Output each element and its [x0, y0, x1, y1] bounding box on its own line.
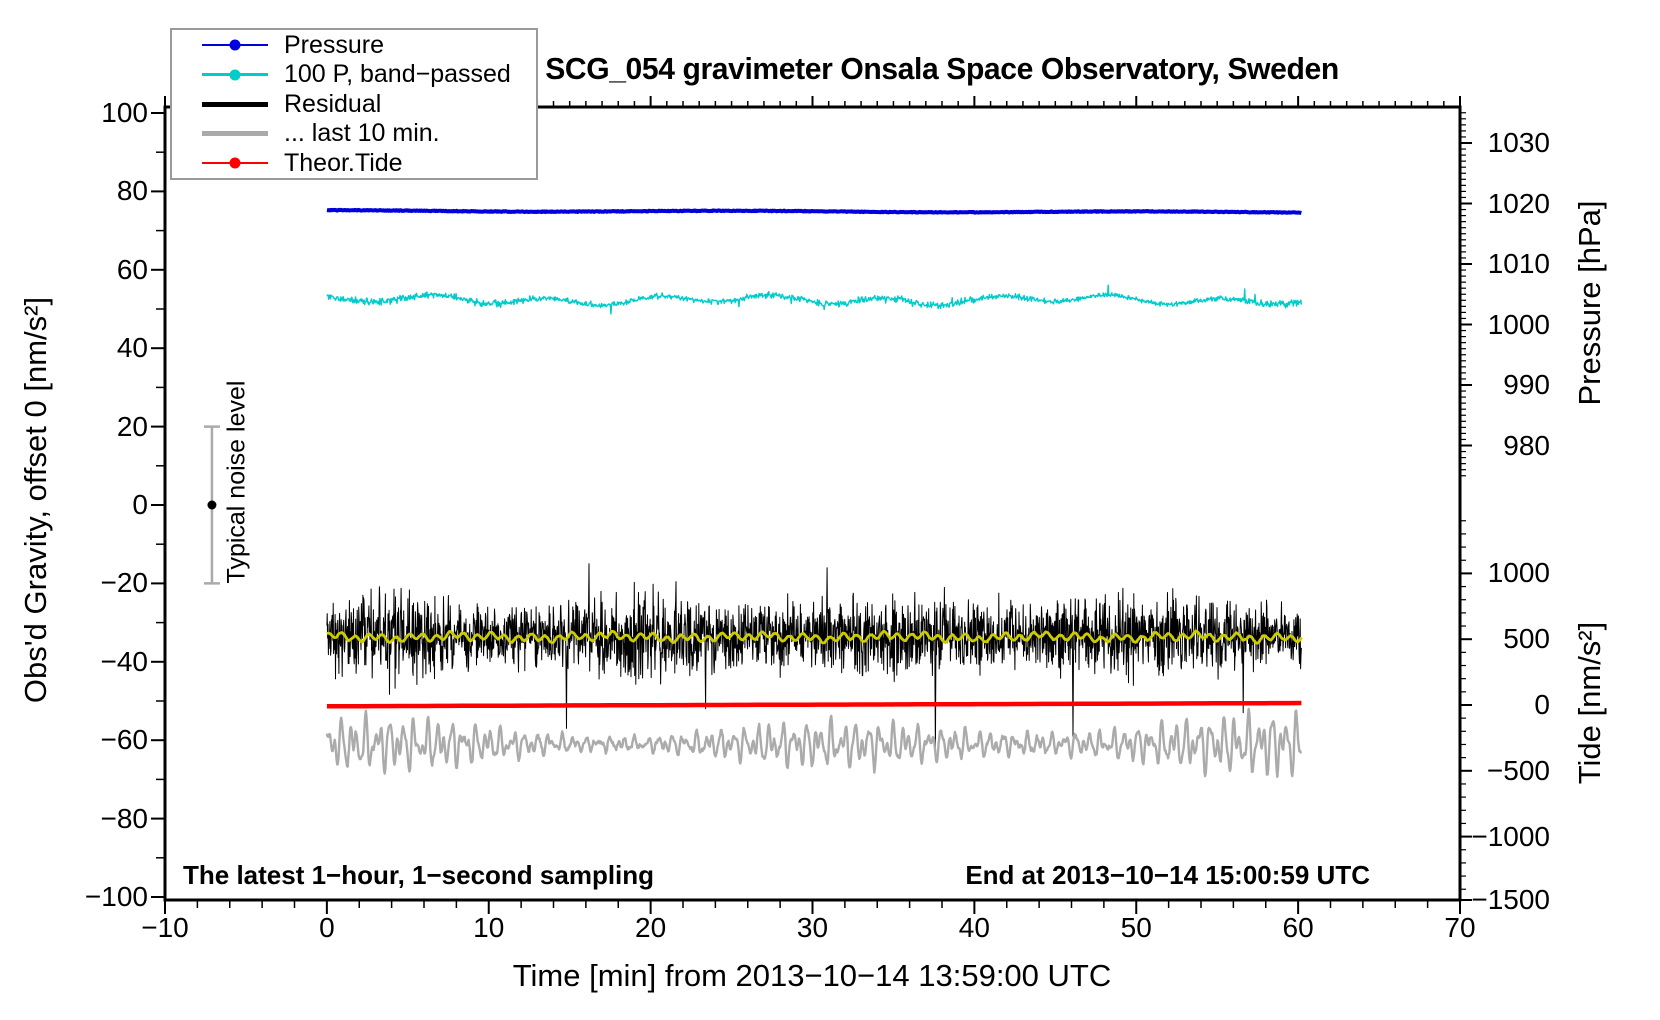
- end-time-note: End at 2013−10−14 15:00:59 UTC: [965, 860, 1370, 890]
- legend-line-sample: [202, 157, 268, 169]
- series-100-p-band-passed: [326, 284, 1303, 315]
- legend-row-1: 100 P, band−passed: [172, 60, 536, 89]
- y-left-tick-label: −100: [84, 881, 148, 912]
- pressure-axis-title: Pressure [hPa]: [1572, 200, 1607, 406]
- legend-item-label: Pressure: [284, 30, 385, 59]
- legend-line-sample: [202, 69, 268, 80]
- legend-row-2: Residual: [172, 90, 536, 119]
- pressure-tick-label: 1030: [1487, 127, 1550, 158]
- x-tick-label: 20: [635, 912, 667, 943]
- pressure-tick-label: 1010: [1487, 248, 1550, 279]
- x-tick-label: 50: [1120, 912, 1152, 943]
- tide-tick-label: 1000: [1487, 557, 1550, 589]
- series-residual-smoothed: [326, 629, 1303, 645]
- tide-tick-label: 0: [1534, 689, 1550, 720]
- legend-row-0: Pressure: [172, 31, 536, 60]
- x-axis-title: Time [min] from 2013−10−14 13:59:00 UTC: [512, 958, 1112, 993]
- series-group: [325, 207, 1303, 778]
- tide-tick-label: 500: [1503, 623, 1550, 655]
- x-tick-label: 60: [1282, 912, 1314, 943]
- x-tick-label: −10: [141, 912, 189, 943]
- legend-row-4: Theor.Tide: [172, 149, 536, 178]
- y-left-tick-label: 60: [116, 253, 148, 285]
- y-left-tick-label: 80: [116, 175, 148, 207]
- series-pressure: [325, 207, 1303, 215]
- legend-line-sample: [202, 131, 268, 136]
- pressure-tick-label: 1000: [1487, 308, 1550, 340]
- legend-item-label: Theor.Tide: [284, 148, 403, 177]
- noise-bar-dot: [207, 500, 217, 510]
- legend-line: [202, 101, 268, 107]
- noise-level-label: Typical noise level: [222, 380, 251, 584]
- legend-line-sample: [202, 39, 268, 51]
- legend-marker-dot: [229, 39, 241, 51]
- y-left-axis-title: Obs'd Gravity, offset 0 [nm/s²]: [18, 296, 53, 704]
- pressure-tick-label: 990: [1503, 369, 1550, 400]
- y-left-tick-label: 0: [132, 489, 148, 520]
- sampling-note: The latest 1−hour, 1−second sampling: [183, 860, 655, 890]
- series--last-10-min-: [325, 707, 1303, 778]
- legend: Pressure 100 P, band−passed Residual... la…: [170, 28, 538, 180]
- x-tick-label: 30: [796, 912, 829, 943]
- legend-marker-dot: [229, 69, 241, 80]
- y-left-tick-label: 100: [101, 97, 148, 128]
- x-tick-label: 0: [319, 912, 335, 943]
- legend-marker-dot: [229, 157, 241, 169]
- y-left-tick-label: 40: [116, 332, 148, 364]
- y-left-tick-label: −80: [100, 802, 149, 834]
- y-left-tick-label: 20: [116, 410, 148, 442]
- legend-line-sample: [202, 101, 268, 107]
- legend-row-3: ... last 10 min.: [172, 119, 536, 148]
- series-theor-tide: [326, 700, 1302, 709]
- pressure-tick-label: 1020: [1487, 187, 1550, 219]
- legend-line: [202, 131, 268, 136]
- tide-axis-title: Tide [nm/s²]: [1572, 621, 1607, 785]
- y-left-tick-label: −60: [100, 724, 149, 756]
- plot-frame: [163, 105, 1462, 902]
- tide-tick-label: −500: [1486, 754, 1550, 786]
- tide-tick-label: −1000: [1471, 820, 1550, 852]
- y-left-tick-label: −40: [100, 645, 149, 677]
- series-residual: [326, 563, 1302, 749]
- axis-ticks: [151, 96, 1472, 914]
- legend-item-label: ... last 10 min.: [284, 119, 440, 147]
- chart-title: SCG_054 gravimeter Onsala Space Observat…: [545, 51, 1339, 86]
- legend-item-label: 100 P, band−passed: [284, 60, 511, 88]
- x-tick-label: 70: [1444, 912, 1476, 943]
- pressure-tick-label: 980: [1503, 429, 1550, 461]
- tide-tick-label: −1500: [1471, 884, 1550, 915]
- y-left-tick-label: −20: [100, 567, 149, 599]
- noise-error-bar: [203, 425, 220, 585]
- x-tick-label: 10: [473, 912, 505, 943]
- x-tick-label: 40: [958, 912, 990, 943]
- legend-item-label: Residual: [284, 89, 382, 118]
